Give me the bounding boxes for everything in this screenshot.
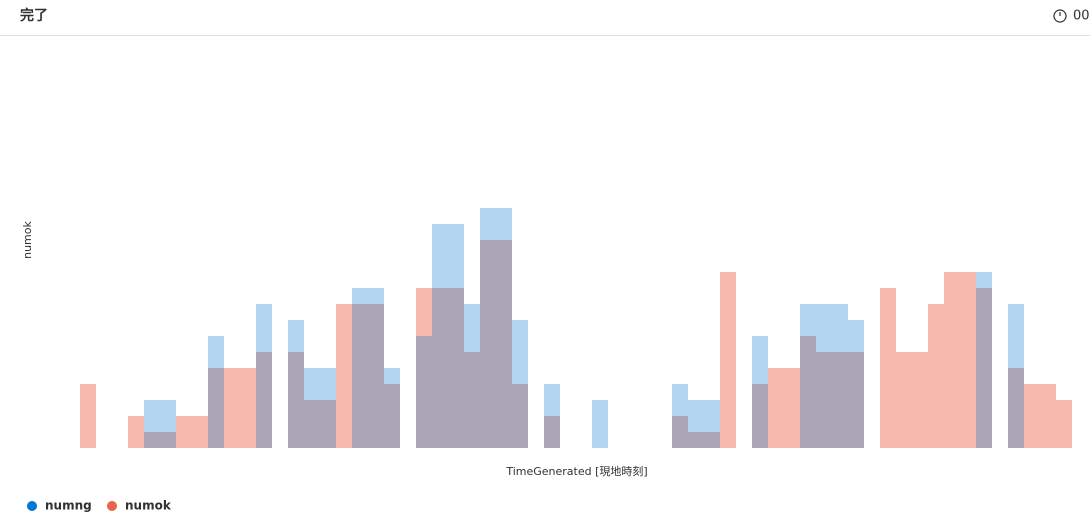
timer-icon	[1053, 9, 1067, 23]
heat-column	[224, 368, 240, 448]
legend-swatch	[107, 501, 117, 511]
heat-column	[688, 400, 704, 448]
heat-column	[752, 384, 768, 448]
heat-column	[832, 352, 848, 448]
heat-column	[704, 432, 720, 448]
heat-column	[496, 208, 512, 448]
heat-column	[800, 336, 816, 448]
heat-column	[192, 416, 208, 448]
x-axis-label: TimeGenerated [現地時刻]	[505, 464, 647, 478]
heat-column	[384, 368, 400, 448]
heat-column	[480, 208, 496, 448]
heat-column	[512, 384, 528, 448]
heat-column	[896, 352, 912, 448]
heat-column	[784, 368, 800, 448]
status-title: 完了	[20, 7, 48, 24]
plot-area	[80, 208, 1072, 448]
y-axis-label: numok	[21, 220, 34, 258]
legend-swatch	[27, 501, 37, 511]
heat-column	[800, 304, 816, 448]
heat-column	[320, 400, 336, 448]
heat-column	[448, 288, 464, 448]
heat-column	[320, 368, 336, 448]
heat-column	[928, 304, 944, 448]
heat-column	[848, 352, 864, 448]
heat-column	[848, 320, 864, 448]
heat-column	[1008, 368, 1024, 448]
heat-column	[256, 352, 272, 448]
heat-column	[288, 320, 304, 448]
heat-column	[448, 224, 464, 448]
heat-column	[368, 288, 384, 448]
heat-column	[592, 400, 608, 448]
heat-column	[160, 432, 176, 448]
heat-column	[80, 384, 96, 448]
heat-column	[144, 400, 160, 448]
heat-column	[544, 416, 560, 448]
heat-column	[208, 368, 224, 448]
heat-column	[912, 352, 928, 448]
heat-column	[720, 272, 736, 448]
heat-column	[304, 368, 320, 448]
heat-column	[816, 352, 832, 448]
legend-label[interactable]: numng	[45, 499, 92, 513]
heat-column	[128, 416, 144, 448]
heat-column	[384, 384, 400, 448]
heat-column	[688, 432, 704, 448]
heat-column	[704, 400, 720, 448]
heat-column	[1056, 400, 1072, 448]
heat-column	[240, 368, 256, 448]
heat-column	[352, 304, 368, 448]
heat-column	[512, 320, 528, 448]
heat-column	[432, 224, 448, 448]
heat-column	[944, 272, 960, 448]
heat-column	[1024, 384, 1040, 448]
heat-column	[1040, 384, 1056, 448]
legend-label[interactable]: numok	[125, 499, 172, 513]
legend: numng numok	[27, 499, 172, 513]
heat-column	[160, 400, 176, 448]
heat-column	[544, 384, 560, 448]
heat-column	[464, 304, 480, 448]
heat-column	[176, 416, 192, 448]
heat-column	[464, 352, 480, 448]
heat-column	[352, 288, 368, 448]
heat-column	[336, 304, 352, 448]
heat-column	[416, 336, 432, 448]
heat-column	[416, 288, 432, 448]
heat-column	[976, 272, 992, 448]
heat-column	[832, 304, 848, 448]
heat-column	[752, 336, 768, 448]
heat-column	[672, 384, 688, 448]
heat-column	[768, 368, 784, 448]
heat-column	[368, 304, 384, 448]
heat-column	[256, 304, 272, 448]
heat-column	[672, 416, 688, 448]
heat-column	[144, 432, 160, 448]
heat-column	[480, 240, 496, 448]
timer: 00:	[1073, 9, 1090, 24]
heat-column	[960, 272, 976, 448]
heat-column	[1008, 304, 1024, 448]
heat-column	[432, 288, 448, 448]
heat-column	[976, 288, 992, 448]
heat-column	[208, 336, 224, 448]
heat-column	[496, 240, 512, 448]
heat-column	[816, 304, 832, 448]
heat-column	[288, 352, 304, 448]
heat-column	[880, 288, 896, 448]
heat-column	[304, 400, 320, 448]
